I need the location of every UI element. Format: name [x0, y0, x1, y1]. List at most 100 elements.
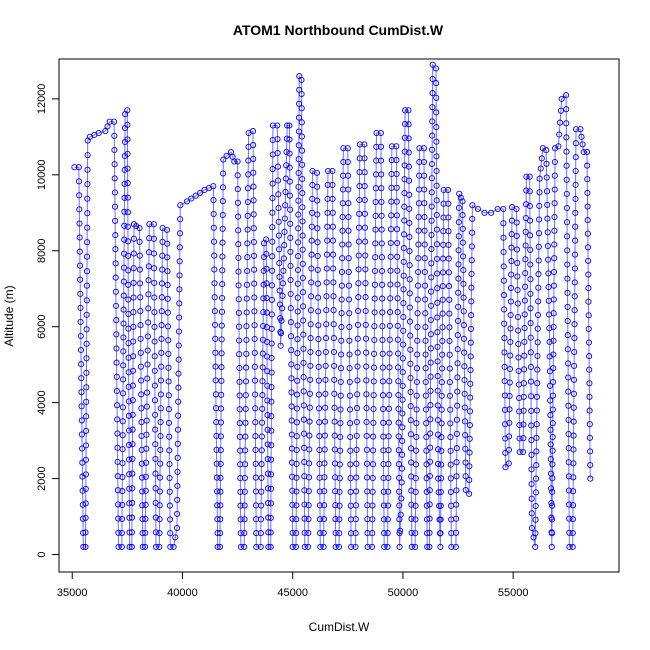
data-point — [528, 495, 535, 502]
data-point — [244, 267, 251, 275]
data-point — [513, 205, 520, 213]
data-point — [446, 296, 453, 303]
data-point — [274, 122, 281, 129]
data-point — [77, 318, 84, 325]
data-point — [571, 265, 578, 272]
data-point — [405, 149, 412, 156]
data-point — [115, 515, 122, 522]
data-point — [362, 266, 369, 273]
data-point — [570, 432, 577, 439]
data-point — [549, 392, 557, 399]
data-point — [424, 530, 431, 537]
data-point — [547, 426, 554, 433]
data-point — [406, 304, 413, 311]
data-point — [167, 530, 174, 537]
data-point — [244, 254, 251, 261]
data-point — [429, 90, 436, 97]
data-point — [388, 143, 395, 150]
data-point — [405, 163, 412, 170]
data-point — [294, 377, 301, 384]
data-point — [210, 224, 217, 231]
data-point — [244, 185, 252, 192]
data-point — [401, 162, 408, 169]
data-point — [356, 141, 363, 148]
data-point — [434, 387, 441, 394]
data-point — [336, 475, 343, 482]
data-point — [84, 181, 91, 188]
data-point — [528, 451, 535, 458]
data-point — [146, 235, 153, 242]
data-point — [217, 433, 224, 440]
data-point — [316, 502, 323, 509]
data-point — [78, 431, 85, 438]
data-point — [363, 432, 370, 439]
data-point — [550, 323, 557, 331]
data-point — [454, 374, 461, 381]
data-point — [353, 488, 360, 495]
data-point — [387, 226, 395, 233]
data-point — [424, 543, 431, 550]
plot-frame — [58, 58, 620, 573]
data-point — [459, 198, 466, 205]
data-point — [336, 516, 343, 523]
data-point — [445, 269, 452, 276]
data-point — [371, 281, 378, 288]
data-point — [340, 145, 347, 152]
data-point — [164, 254, 171, 261]
data-point — [166, 488, 173, 495]
data-point — [361, 155, 368, 162]
data-point — [130, 353, 137, 360]
data-point — [287, 248, 294, 255]
data-point — [571, 293, 578, 300]
data-point — [120, 362, 127, 369]
data-point — [218, 364, 225, 371]
data-point — [379, 392, 387, 399]
data-point — [124, 238, 132, 245]
data-point — [400, 231, 408, 238]
data-point — [188, 195, 195, 202]
data-point — [321, 488, 328, 495]
data-point — [570, 376, 578, 383]
data-point — [237, 543, 244, 550]
data-point — [433, 124, 440, 131]
data-point — [130, 323, 137, 330]
data-point — [237, 502, 244, 509]
data-point — [113, 359, 120, 366]
data-point — [396, 502, 403, 509]
data-point — [138, 446, 145, 453]
data-point — [339, 241, 346, 248]
data-point — [306, 460, 313, 467]
data-point — [176, 230, 184, 237]
data-point — [466, 463, 473, 470]
data-point — [120, 278, 127, 285]
data-point — [453, 501, 460, 508]
data-point — [453, 515, 460, 522]
data-point — [388, 212, 395, 219]
data-point — [566, 529, 573, 536]
data-point — [528, 510, 535, 517]
data-point — [175, 356, 182, 363]
data-point — [165, 337, 172, 344]
data-point — [395, 391, 402, 399]
data-point — [281, 215, 288, 222]
data-point — [295, 128, 302, 135]
data-point — [550, 282, 557, 289]
data-point — [315, 391, 322, 398]
data-point — [550, 310, 557, 317]
data-point — [548, 485, 555, 492]
data-point — [584, 217, 591, 224]
data-point — [447, 420, 454, 427]
data-point — [397, 511, 404, 518]
data-point — [83, 413, 90, 420]
data-point — [166, 461, 173, 468]
data-point — [316, 516, 324, 523]
data-point — [528, 422, 535, 429]
x-axis: 35000 40000 45000 50000 55000 — [57, 572, 528, 599]
data-point — [347, 530, 355, 537]
data-point — [329, 209, 336, 216]
data-point — [130, 235, 137, 242]
data-point — [563, 148, 570, 155]
data-point — [460, 267, 467, 274]
data-point — [323, 321, 330, 328]
